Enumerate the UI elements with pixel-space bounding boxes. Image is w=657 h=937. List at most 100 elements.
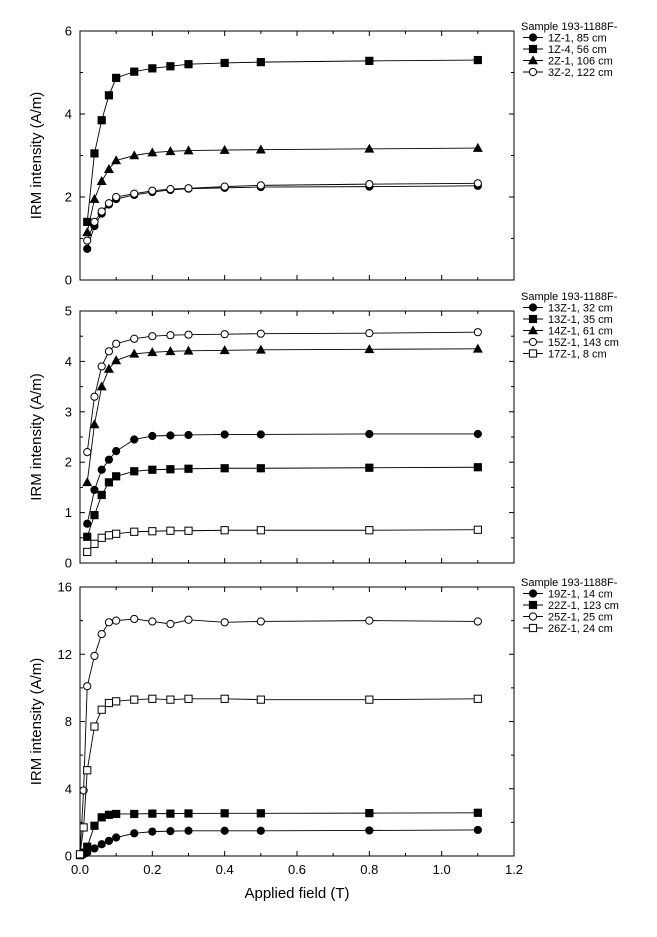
data-point [148, 527, 157, 536]
chart-panel-3: 0 4 8 12 16 0.0 0.2 0.4 0.6 0.8 1.0 1.2 IRM intensit… [28, 577, 619, 902]
data-point [104, 91, 114, 100]
data-point [184, 826, 193, 835]
data-point [83, 244, 92, 253]
data-point [148, 431, 157, 441]
data-point [90, 511, 99, 520]
series-4 [83, 179, 482, 245]
series-1 [83, 181, 482, 253]
data-point [130, 809, 139, 819]
series-line [86, 529, 478, 553]
x-tick-label: 0.0 [71, 862, 89, 877]
legend-label: 19Z-1, 14 cm [548, 589, 613, 601]
legend-item: 17Z-1, 8 cm [523, 349, 607, 361]
data-point [148, 617, 157, 626]
y-tick-label: 3 [65, 404, 72, 419]
data-point [103, 164, 114, 174]
data-point [166, 827, 175, 836]
data-point [220, 182, 229, 191]
y-axis-title: IRM intensity (A/m) [28, 92, 45, 220]
legend-marker [528, 303, 538, 312]
y-tick-label: 0 [65, 556, 72, 571]
data-point [96, 176, 107, 186]
data-point [166, 331, 175, 340]
y-tick-label: 8 [65, 714, 72, 729]
data-point [473, 694, 482, 703]
series-line [86, 348, 478, 483]
data-point [256, 695, 265, 704]
data-point [473, 429, 482, 439]
series-1 [75, 825, 482, 860]
data-point [165, 146, 176, 156]
data-point [97, 490, 106, 500]
data-point [148, 465, 157, 474]
data-point [130, 527, 139, 536]
legend-label: 17Z-1, 8 cm [548, 349, 607, 361]
plot-frame [79, 30, 515, 281]
data-point [166, 185, 175, 194]
data-point [129, 348, 140, 358]
data-point [365, 809, 374, 818]
data-point [104, 698, 114, 708]
legend-item: 14Z-1, 61 cm [523, 325, 613, 338]
data-point [112, 192, 121, 202]
legend-item: 2Z-1, 106 cm [523, 55, 613, 68]
legend-label: 25Z-1, 25 cm [548, 612, 613, 624]
series-5 [83, 525, 482, 557]
y-tick-label: 12 [58, 647, 72, 662]
data-point [112, 833, 121, 842]
data-point [220, 526, 229, 535]
legend-marker [528, 623, 538, 633]
data-point [166, 809, 175, 818]
y-tick-label: 2 [65, 190, 72, 205]
x-tick-label: 0.4 [216, 862, 234, 877]
data-point [473, 328, 482, 337]
legend-item: 15Z-1, 143 cm [523, 337, 619, 349]
data-point [220, 694, 229, 703]
data-point [473, 55, 482, 65]
data-point [148, 827, 157, 836]
y-tick-label: 4 [65, 354, 72, 369]
data-point [220, 826, 229, 835]
data-point [148, 332, 157, 341]
data-point [255, 344, 266, 354]
data-point [83, 532, 92, 541]
data-point [112, 73, 121, 82]
data-point [472, 343, 483, 353]
data-point [184, 184, 193, 193]
data-point [365, 463, 374, 472]
data-point [256, 58, 265, 67]
data-point [82, 227, 93, 237]
data-point [83, 682, 92, 691]
series-line [79, 812, 478, 856]
data-point [166, 465, 175, 474]
legend-marker [528, 600, 538, 610]
data-point [90, 392, 99, 401]
data-point [111, 355, 122, 365]
data-point [83, 842, 92, 851]
data-point [220, 58, 229, 68]
data-point [83, 448, 92, 457]
chart-panel-2: 0 1 2 3 4 5 IRM intensity (A/m) Sample 193-1188… [28, 291, 619, 571]
data-point [130, 695, 139, 704]
data-point [166, 431, 175, 440]
series-line [86, 147, 478, 233]
data-point [148, 694, 157, 703]
legend-item: 3Z-2, 122 cm [523, 67, 613, 79]
chart-panel-1: 0 2 4 6 IRM intensity (A/m) Sample 193-1188F-… [28, 21, 618, 288]
legend-label: 13Z-1, 35 cm [548, 314, 613, 326]
data-point [364, 344, 375, 354]
legend-label: 2Z-1, 106 cm [548, 56, 613, 68]
series-4 [75, 694, 482, 859]
data-point [365, 329, 374, 338]
legend-marker [528, 314, 538, 324]
data-point [130, 467, 139, 476]
data-point [147, 147, 158, 157]
legend-marker [528, 349, 538, 358]
data-point [184, 464, 193, 473]
data-point [90, 217, 99, 226]
data-point [166, 62, 175, 71]
data-point [112, 616, 121, 625]
series-line [86, 433, 478, 524]
